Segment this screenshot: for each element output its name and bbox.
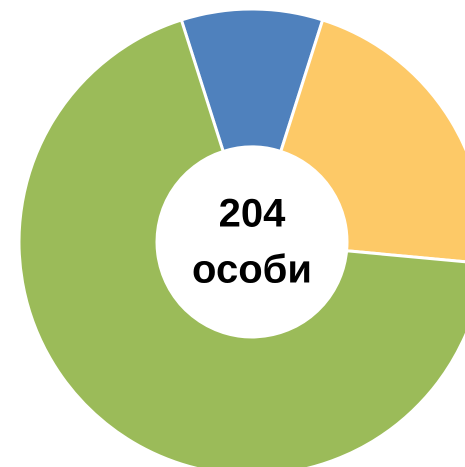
center-unit: особи xyxy=(192,248,312,292)
slices xyxy=(17,7,465,467)
center-value: 204 xyxy=(219,192,286,236)
donut-slice xyxy=(17,18,465,467)
donut-slice xyxy=(279,18,465,264)
